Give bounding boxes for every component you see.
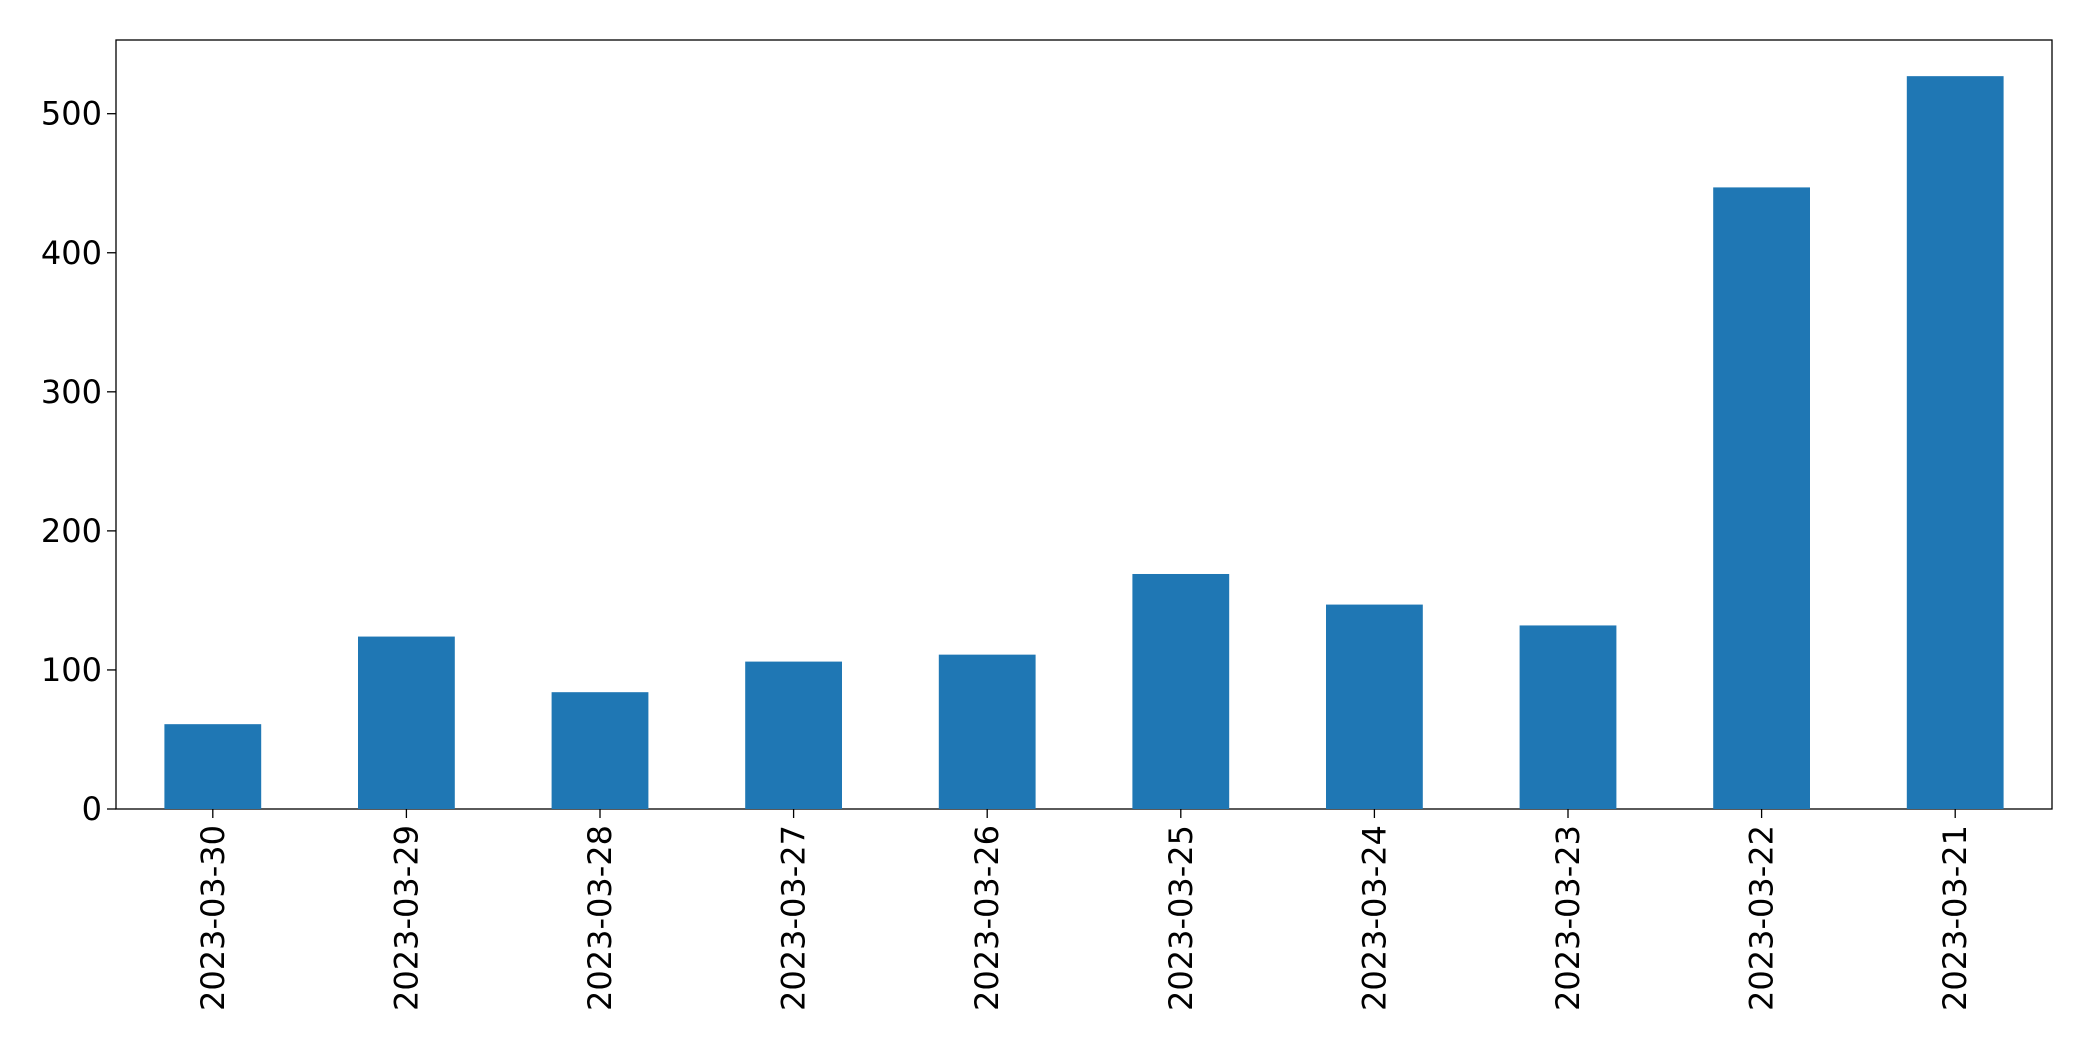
x-tick-label: 2023-03-26 (968, 825, 1006, 1011)
x-tick-label: 2023-03-25 (1162, 825, 1200, 1011)
x-tick-label: 2023-03-27 (775, 825, 813, 1011)
x-tick-label: 2023-03-28 (581, 825, 619, 1011)
bar (551, 692, 649, 809)
x-tick-label: 2023-03-23 (1549, 825, 1587, 1011)
bar (1326, 604, 1423, 809)
y-tick-label: 0 (82, 790, 102, 828)
x-tick-label: 2023-03-30 (194, 825, 232, 1011)
bar (1132, 573, 1230, 809)
y-tick-label: 500 (41, 95, 102, 133)
x-tick-label: 2023-03-24 (1355, 825, 1393, 1011)
y-tick-label: 300 (41, 373, 102, 411)
x-tick-label: 2023-03-21 (1936, 825, 1974, 1011)
bar (745, 661, 842, 809)
y-tick-label: 400 (41, 234, 102, 272)
y-tick-label: 100 (41, 651, 102, 689)
bar (1713, 187, 1810, 809)
bar (1906, 76, 2004, 809)
x-tick-label: 2023-03-29 (387, 825, 425, 1011)
bar (358, 636, 455, 809)
bar (938, 654, 1036, 809)
y-tick-label: 200 (41, 512, 102, 550)
bar (1519, 625, 1617, 809)
bar (164, 724, 262, 809)
axes-frame (115, 39, 2053, 810)
x-tick-label: 2023-03-22 (1743, 825, 1781, 1011)
